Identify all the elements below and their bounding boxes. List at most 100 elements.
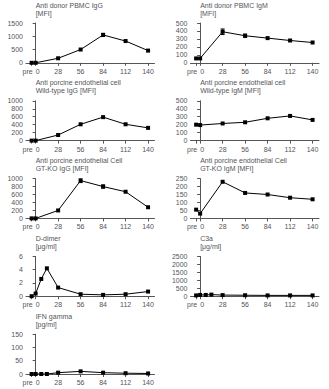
svg-text:800: 800 [11, 105, 23, 112]
svg-text:56: 56 [241, 146, 249, 153]
svg-text:500: 500 [11, 46, 23, 53]
svg-text:28: 28 [54, 146, 62, 153]
svg-text:GT-KO IgG [MFI]: GT-KO IgG [MFI] [36, 165, 89, 173]
svg-text:28: 28 [219, 68, 227, 75]
svg-text:0: 0 [184, 215, 188, 222]
svg-text:100: 100 [176, 129, 188, 136]
svg-text:140: 140 [142, 301, 154, 308]
svg-text:28: 28 [219, 301, 227, 308]
svg-text:84: 84 [264, 223, 272, 230]
svg-text:D-dimer: D-dimer [36, 235, 62, 242]
svg-text:56: 56 [241, 68, 249, 75]
svg-text:112: 112 [285, 68, 296, 75]
svg-text:150: 150 [11, 331, 23, 338]
svg-text:0: 0 [184, 293, 188, 300]
svg-text:140: 140 [142, 223, 154, 230]
svg-text:56: 56 [77, 379, 85, 386]
svg-text:0: 0 [19, 215, 23, 222]
svg-text:0: 0 [184, 59, 188, 66]
svg-text:0: 0 [200, 146, 204, 153]
svg-text:6: 6 [19, 253, 23, 260]
svg-text:250: 250 [176, 175, 188, 182]
svg-text:50: 50 [180, 207, 188, 214]
svg-text:140: 140 [142, 379, 154, 386]
svg-text:0: 0 [36, 146, 40, 153]
svg-text:[μg/ml]: [μg/ml] [200, 243, 221, 251]
svg-text:2000: 2000 [172, 261, 188, 268]
svg-text:56: 56 [77, 68, 85, 75]
svg-text:pre: pre [23, 301, 33, 309]
svg-text:112: 112 [120, 301, 131, 308]
svg-text:IFN gamma: IFN gamma [36, 313, 73, 321]
svg-text:1000: 1000 [7, 97, 23, 104]
svg-text:200: 200 [176, 43, 188, 50]
svg-text:100: 100 [176, 51, 188, 58]
svg-text:28: 28 [219, 146, 227, 153]
svg-text:84: 84 [99, 379, 107, 386]
svg-text:pre: pre [23, 146, 33, 154]
svg-text:84: 84 [99, 146, 107, 153]
svg-text:600: 600 [11, 113, 23, 120]
svg-text:112: 112 [120, 146, 131, 153]
svg-text:500: 500 [176, 97, 188, 104]
svg-text:50: 50 [15, 357, 23, 364]
svg-text:140: 140 [142, 68, 154, 75]
svg-text:0: 0 [200, 223, 204, 230]
svg-text:200: 200 [176, 121, 188, 128]
svg-text:100: 100 [11, 344, 23, 351]
svg-text:28: 28 [54, 301, 62, 308]
svg-text:Anti porcine endothelial Cell: Anti porcine endothelial Cell [200, 157, 287, 165]
svg-text:2: 2 [19, 279, 23, 286]
svg-text:28: 28 [54, 379, 62, 386]
svg-text:pre: pre [23, 379, 33, 387]
svg-text:140: 140 [307, 146, 319, 153]
svg-text:200: 200 [11, 207, 23, 214]
svg-text:300: 300 [176, 113, 188, 120]
svg-text:84: 84 [264, 68, 272, 75]
svg-text:140: 140 [307, 301, 319, 308]
svg-text:150: 150 [176, 191, 188, 198]
svg-text:pre: pre [23, 68, 33, 76]
svg-text:56: 56 [77, 223, 85, 230]
svg-text:140: 140 [307, 68, 319, 75]
svg-text:84: 84 [264, 146, 272, 153]
svg-text:[MFI]: [MFI] [36, 10, 52, 18]
svg-text:1500: 1500 [7, 20, 23, 27]
svg-text:Anti donor PBMC IgM: Anti donor PBMC IgM [200, 2, 268, 10]
svg-text:600: 600 [11, 191, 23, 198]
svg-text:0: 0 [19, 371, 23, 378]
svg-text:0: 0 [19, 137, 23, 144]
svg-text:C3a: C3a [200, 235, 213, 242]
svg-text:112: 112 [285, 223, 296, 230]
svg-text:Anti porcine endothelial Cell: Anti porcine endothelial Cell [36, 157, 123, 165]
svg-text:56: 56 [241, 223, 249, 230]
svg-text:pre: pre [23, 223, 33, 231]
svg-text:Wild-type IgG [MFI]: Wild-type IgG [MFI] [36, 87, 96, 95]
svg-text:Anti porcine endothelial cell: Anti porcine endothelial cell [36, 79, 122, 87]
svg-text:0: 0 [184, 137, 188, 144]
svg-text:0: 0 [36, 379, 40, 386]
svg-text:pre: pre [187, 223, 197, 231]
svg-text:800: 800 [11, 183, 23, 190]
svg-text:112: 112 [120, 68, 131, 75]
svg-text:[μg/ml]: [μg/ml] [36, 243, 57, 251]
svg-text:0: 0 [36, 68, 40, 75]
svg-text:56: 56 [241, 301, 249, 308]
svg-text:140: 140 [307, 223, 319, 230]
svg-text:28: 28 [54, 68, 62, 75]
svg-text:84: 84 [99, 68, 107, 75]
svg-text:0: 0 [36, 301, 40, 308]
svg-text:28: 28 [219, 223, 227, 230]
svg-text:[MFI]: [MFI] [200, 10, 216, 18]
svg-text:84: 84 [264, 301, 272, 308]
svg-text:1000: 1000 [7, 33, 23, 40]
svg-text:200: 200 [11, 129, 23, 136]
svg-text:28: 28 [54, 223, 62, 230]
svg-text:[pg/ml]: [pg/ml] [36, 321, 57, 329]
svg-text:1000: 1000 [172, 277, 188, 284]
svg-text:400: 400 [11, 121, 23, 128]
svg-text:112: 112 [285, 301, 296, 308]
svg-text:pre: pre [187, 146, 197, 154]
svg-text:112: 112 [120, 223, 131, 230]
svg-text:56: 56 [77, 301, 85, 308]
